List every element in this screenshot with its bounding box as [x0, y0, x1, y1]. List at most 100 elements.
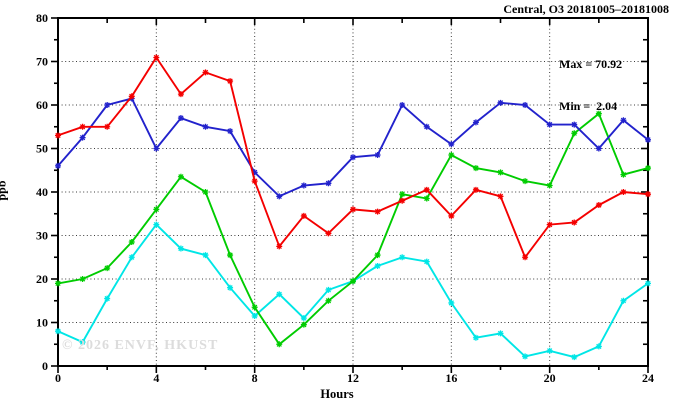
- y-tick-label: 80: [36, 11, 48, 25]
- data-point-marker: [350, 154, 356, 161]
- data-point-marker: [55, 132, 61, 139]
- data-point-marker: [153, 54, 160, 61]
- data-point-marker: [202, 123, 209, 130]
- data-point-marker: [423, 195, 430, 202]
- data-point-marker: [300, 212, 307, 219]
- watermark: © 2026 ENVF, HKUST: [62, 338, 219, 353]
- data-point-marker: [374, 252, 381, 259]
- series-day-blue: [55, 95, 651, 200]
- data-point-marker: [227, 284, 234, 291]
- x-axis-label: Hours: [320, 387, 354, 401]
- data-point-marker: [374, 208, 381, 215]
- data-point-marker: [153, 221, 160, 228]
- series-markers-day-green: [55, 110, 651, 348]
- data-point-marker: [251, 312, 258, 319]
- data-point-marker: [325, 230, 332, 237]
- data-point-marker: [128, 93, 135, 100]
- x-tick-label: 16: [445, 371, 457, 385]
- y-axis-label: ppb: [0, 180, 9, 201]
- data-point-marker: [177, 115, 184, 122]
- data-point-marker: [522, 102, 529, 108]
- data-point-marker: [177, 245, 184, 252]
- data-point-marker: [423, 123, 430, 130]
- y-tick-label: 70: [36, 55, 48, 69]
- data-point-marker: [300, 321, 307, 328]
- data-point-marker: [497, 330, 504, 337]
- data-point-marker: [300, 182, 307, 189]
- data-point-marker: [79, 134, 86, 141]
- data-point-marker: [595, 202, 602, 209]
- data-point-marker: [522, 254, 529, 261]
- data-point-marker: [153, 145, 160, 152]
- data-point-marker: [546, 121, 553, 128]
- data-point-marker: [300, 315, 307, 322]
- series-markers-day-red: [55, 54, 651, 261]
- x-tick-label: 4: [153, 371, 159, 385]
- data-point-marker: [448, 141, 455, 148]
- data-point-marker: [620, 297, 627, 304]
- data-point-marker: [399, 191, 406, 198]
- data-point-marker: [571, 354, 578, 361]
- x-tick-label: 20: [544, 371, 556, 385]
- data-point-marker: [227, 252, 234, 259]
- data-point-marker: [276, 243, 283, 250]
- data-point-marker: [522, 353, 529, 360]
- data-point-marker: [55, 280, 61, 287]
- data-point-marker: [595, 145, 602, 152]
- data-point-marker: [448, 299, 455, 306]
- data-point-marker: [276, 341, 283, 348]
- data-point-marker: [79, 339, 86, 346]
- data-point-marker: [620, 189, 627, 195]
- tick-labels: 0 10 20 30 40 50 60 70 80 0 4 8 12 16 20 24: [36, 11, 654, 385]
- data-point-marker: [399, 197, 406, 204]
- data-point-marker: [472, 165, 479, 172]
- data-point-marker: [276, 193, 283, 200]
- data-point-marker: [546, 182, 553, 189]
- data-point-marker: [251, 169, 258, 176]
- data-point-marker: [325, 180, 332, 187]
- chart-title: Central, O3 20181005–20181008: [503, 2, 669, 16]
- data-point-marker: [595, 110, 602, 117]
- data-point-marker: [497, 169, 504, 176]
- series-markers-day-blue: [55, 95, 651, 200]
- data-point-marker: [55, 328, 61, 335]
- data-point-marker: [79, 123, 86, 130]
- y-tick-label: 30: [36, 229, 48, 243]
- gridlines: [58, 18, 648, 366]
- data-point-marker: [448, 212, 455, 219]
- data-point-marker: [104, 102, 111, 108]
- data-point-marker: [202, 189, 209, 195]
- data-point-marker: [620, 171, 627, 178]
- data-point-marker: [423, 186, 430, 193]
- data-point-marker: [55, 162, 61, 169]
- series-day-red: [55, 54, 651, 261]
- data-point-marker: [472, 186, 479, 193]
- y-tick-label: 40: [36, 185, 48, 199]
- data-point-marker: [522, 178, 529, 185]
- x-tick-label: 0: [55, 371, 61, 385]
- data-point-marker: [325, 286, 332, 293]
- data-point-marker: [251, 178, 258, 185]
- data-point-marker: [202, 252, 209, 259]
- data-point-marker: [472, 334, 479, 341]
- legend-max-value: Max = 70.92: [559, 57, 623, 71]
- series-day-green: [55, 110, 651, 348]
- data-point-marker: [104, 265, 111, 272]
- data-point-marker: [472, 119, 479, 126]
- y-tick-label: 20: [36, 272, 48, 286]
- data-point-marker: [227, 78, 234, 85]
- data-point-marker: [399, 102, 406, 108]
- y-tick-label: 10: [36, 316, 48, 330]
- data-point-marker: [128, 254, 135, 261]
- data-point-marker: [399, 254, 406, 261]
- data-point-marker: [350, 278, 356, 285]
- data-point-marker: [104, 295, 111, 302]
- data-point-marker: [128, 239, 135, 246]
- data-point-marker: [571, 130, 578, 137]
- y-tick-label: 60: [36, 98, 48, 112]
- data-point-marker: [595, 343, 602, 350]
- data-point-marker: [571, 121, 578, 128]
- x-tick-label: 8: [252, 371, 258, 385]
- data-point-marker: [546, 221, 553, 228]
- legend-min-value: Min = 2.04: [559, 99, 618, 113]
